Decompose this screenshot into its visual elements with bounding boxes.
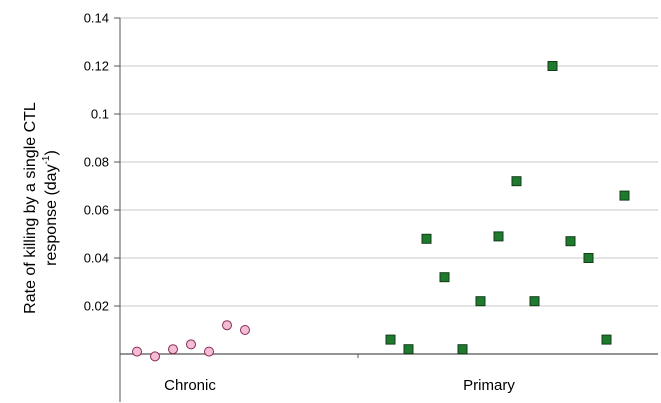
y-tick-label: 0.1 bbox=[91, 107, 109, 122]
primary-point bbox=[619, 190, 630, 201]
primary-point bbox=[583, 253, 594, 263]
gridlines bbox=[120, 17, 658, 307]
y-tick-labels: 0.14 0.12 0.1 0.08 0.06 0.04 0.02 bbox=[84, 11, 109, 314]
primary-point bbox=[529, 296, 540, 307]
primary-point bbox=[403, 344, 414, 355]
y-tick-label: 0.14 bbox=[84, 11, 109, 26]
chronic-point bbox=[186, 339, 196, 350]
category-label-primary: Primary bbox=[463, 377, 515, 394]
primary-point bbox=[565, 236, 576, 247]
chronic-point bbox=[168, 344, 178, 355]
category-label-chronic: Chronic bbox=[164, 377, 216, 394]
chronic-point bbox=[132, 346, 142, 357]
chronic-point bbox=[240, 325, 250, 335]
y-tick-label: 0.12 bbox=[84, 59, 109, 74]
y-axis-title-line-2: response (day-1) bbox=[41, 150, 60, 266]
primary-point bbox=[421, 233, 432, 244]
y-tick-label: 0.06 bbox=[84, 203, 109, 218]
primary-point bbox=[511, 176, 522, 187]
chronic-point bbox=[204, 346, 214, 357]
y-tick-label: 0.04 bbox=[84, 251, 109, 266]
primary-point bbox=[547, 61, 558, 71]
primary-point bbox=[439, 272, 450, 283]
y-tick-label: 0.08 bbox=[84, 155, 109, 170]
primary-point bbox=[457, 344, 468, 355]
chronic-point bbox=[222, 320, 232, 331]
data-points bbox=[132, 61, 630, 362]
chronic-point bbox=[150, 351, 160, 362]
primary-point bbox=[475, 296, 486, 307]
category-labels: Chronic Primary bbox=[164, 377, 515, 394]
y-axis-title: Rate of killing by a single CTL response… bbox=[22, 102, 60, 314]
primary-point bbox=[493, 231, 504, 242]
primary-point bbox=[601, 334, 612, 345]
y-tick-label: 0.02 bbox=[84, 299, 109, 314]
y-axis-title-line-1: Rate of killing by a single CTL bbox=[22, 102, 39, 314]
primary-point bbox=[385, 334, 396, 345]
